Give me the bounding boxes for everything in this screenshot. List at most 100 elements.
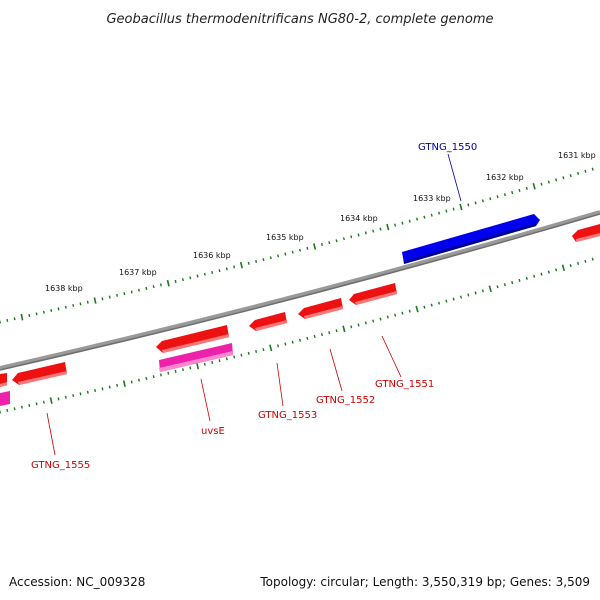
scale-tick bbox=[277, 254, 280, 258]
genome-title: Geobacillus thermodenitrificans NG80-2, … bbox=[106, 12, 493, 27]
scale-tick bbox=[233, 355, 236, 359]
scale-tick bbox=[518, 278, 521, 282]
scale-tick bbox=[6, 318, 9, 322]
scale-tick bbox=[211, 270, 214, 274]
scale-label: 1631 kbp bbox=[558, 151, 596, 160]
scale-tick-major bbox=[415, 305, 419, 313]
gene-feature-partial-right[interactable] bbox=[572, 224, 600, 242]
scale-tick bbox=[20, 405, 23, 409]
scale-tick bbox=[591, 167, 594, 171]
scale-tick bbox=[218, 359, 221, 363]
scale-tick bbox=[86, 300, 89, 304]
scale-label: 1638 kbp bbox=[45, 284, 83, 293]
scale-tick bbox=[57, 397, 60, 401]
scale-tick-major bbox=[49, 397, 53, 404]
scale-tick bbox=[430, 213, 433, 217]
scale-tick-major bbox=[561, 264, 566, 272]
scale-tick bbox=[291, 250, 294, 254]
scale-tick bbox=[401, 221, 404, 225]
gene-label-gtng-1555[interactable]: GTNG_1555 bbox=[31, 460, 90, 471]
gene-feature-uvse-rna[interactable] bbox=[159, 343, 233, 372]
scale-tick bbox=[474, 201, 477, 205]
scale-tick bbox=[481, 289, 484, 293]
scale-label: 1632 kbp bbox=[486, 173, 524, 182]
gene-feature-gtng-1551[interactable] bbox=[349, 283, 397, 305]
gene-label-gtng-1552[interactable]: GTNG_1552 bbox=[316, 395, 375, 406]
scale-tick bbox=[174, 279, 177, 283]
scale-tick bbox=[298, 248, 302, 252]
gene-feature-gtng-1555[interactable] bbox=[12, 362, 67, 385]
scale-tick bbox=[372, 229, 375, 233]
gene-label-gtng-1550[interactable]: GTNG_1550 bbox=[418, 142, 477, 153]
scale-tick bbox=[547, 270, 550, 274]
scale-tick bbox=[328, 331, 331, 335]
scale-tick bbox=[298, 338, 302, 342]
scale-tick bbox=[247, 351, 250, 355]
scale-tick bbox=[379, 227, 382, 231]
scale-tick bbox=[233, 265, 236, 269]
scale-tick bbox=[503, 283, 506, 287]
gene-label-leaders bbox=[46, 153, 462, 456]
scale-tick bbox=[540, 272, 543, 276]
scale-tick bbox=[13, 407, 16, 411]
scale-tick bbox=[64, 305, 67, 309]
scale-tick bbox=[335, 329, 338, 333]
scale-tick bbox=[35, 312, 38, 316]
scale-label: 1637 kbp bbox=[119, 268, 157, 277]
gene-label-uvse[interactable]: uvsE bbox=[201, 426, 225, 437]
scale-tick bbox=[13, 317, 16, 321]
gene-feature-partial-left-rna[interactable] bbox=[0, 391, 10, 406]
scale-tick bbox=[313, 334, 316, 338]
scale-tick bbox=[416, 217, 419, 221]
scale-tick bbox=[123, 292, 126, 296]
scale-tick bbox=[189, 366, 192, 370]
scale-tick bbox=[591, 257, 594, 261]
scale-tick bbox=[79, 392, 82, 396]
scale-tick bbox=[196, 274, 199, 278]
scale-tick-major bbox=[313, 243, 317, 250]
scale-tick bbox=[350, 325, 353, 329]
genome-summary-text: Topology: circular; Length: 3,550,319 bp… bbox=[259, 575, 590, 589]
gene-arrow[interactable] bbox=[402, 214, 540, 264]
scale-tick bbox=[203, 272, 206, 276]
gene-label-gtng-1551[interactable]: GTNG_1551 bbox=[375, 379, 434, 390]
gene-feature-uvse[interactable] bbox=[156, 325, 229, 353]
scale-tick bbox=[445, 209, 448, 213]
scale-tick bbox=[511, 281, 514, 285]
scale-tick bbox=[430, 303, 433, 307]
scale-tick bbox=[145, 376, 148, 380]
gene-feature-partial-left[interactable] bbox=[0, 373, 7, 387]
scale-tick-major bbox=[342, 325, 346, 333]
scale-tick bbox=[386, 315, 389, 319]
scale-tick bbox=[577, 261, 580, 265]
gene-label-gtng-1553[interactable]: GTNG_1553 bbox=[258, 410, 317, 421]
scale-tick bbox=[181, 368, 184, 372]
scale-tick bbox=[401, 311, 404, 315]
scale-tick bbox=[569, 264, 572, 268]
scale-tick bbox=[408, 309, 411, 313]
scale-tick bbox=[474, 291, 477, 295]
gene-feature-gtng-1553[interactable] bbox=[249, 312, 287, 331]
scale-tick-major bbox=[488, 285, 492, 293]
scale-tick bbox=[211, 360, 214, 364]
scale-tick bbox=[42, 310, 45, 314]
gene-feature-gtng-1550[interactable] bbox=[402, 214, 540, 264]
scale-tick bbox=[130, 290, 133, 294]
scale-tick bbox=[394, 313, 397, 317]
scale-tick bbox=[116, 293, 119, 297]
scale-tick bbox=[533, 274, 536, 278]
scale-tick bbox=[408, 219, 411, 223]
scale-tick bbox=[372, 319, 375, 323]
scale-tick bbox=[379, 317, 382, 321]
scale-ring-inner bbox=[0, 257, 594, 414]
scale-tick bbox=[364, 231, 367, 235]
gene-feature-gtng-1552[interactable] bbox=[298, 298, 343, 319]
scale-tick bbox=[35, 402, 38, 406]
scale-tick bbox=[247, 261, 250, 265]
scale-tick bbox=[306, 336, 309, 340]
scale-tick bbox=[101, 297, 104, 301]
scale-tick bbox=[64, 395, 67, 399]
scale-tick bbox=[547, 180, 550, 184]
scale-label: 1635 kbp bbox=[266, 233, 304, 242]
